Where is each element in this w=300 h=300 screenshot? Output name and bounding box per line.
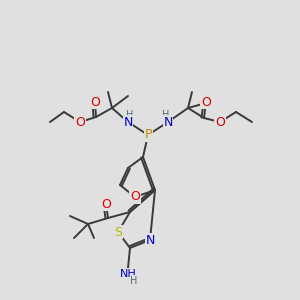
Text: N: N (145, 233, 155, 247)
Text: H: H (130, 276, 138, 286)
Text: O: O (215, 116, 225, 128)
Text: H: H (126, 110, 134, 120)
Text: O: O (90, 95, 100, 109)
Text: H: H (162, 110, 170, 120)
Text: S: S (114, 226, 122, 238)
Text: N: N (123, 116, 133, 128)
Text: O: O (101, 197, 111, 211)
Text: O: O (130, 190, 140, 203)
Text: O: O (201, 95, 211, 109)
Text: O: O (75, 116, 85, 128)
Text: P: P (144, 128, 152, 142)
Text: NH: NH (120, 269, 136, 279)
Text: N: N (163, 116, 173, 128)
